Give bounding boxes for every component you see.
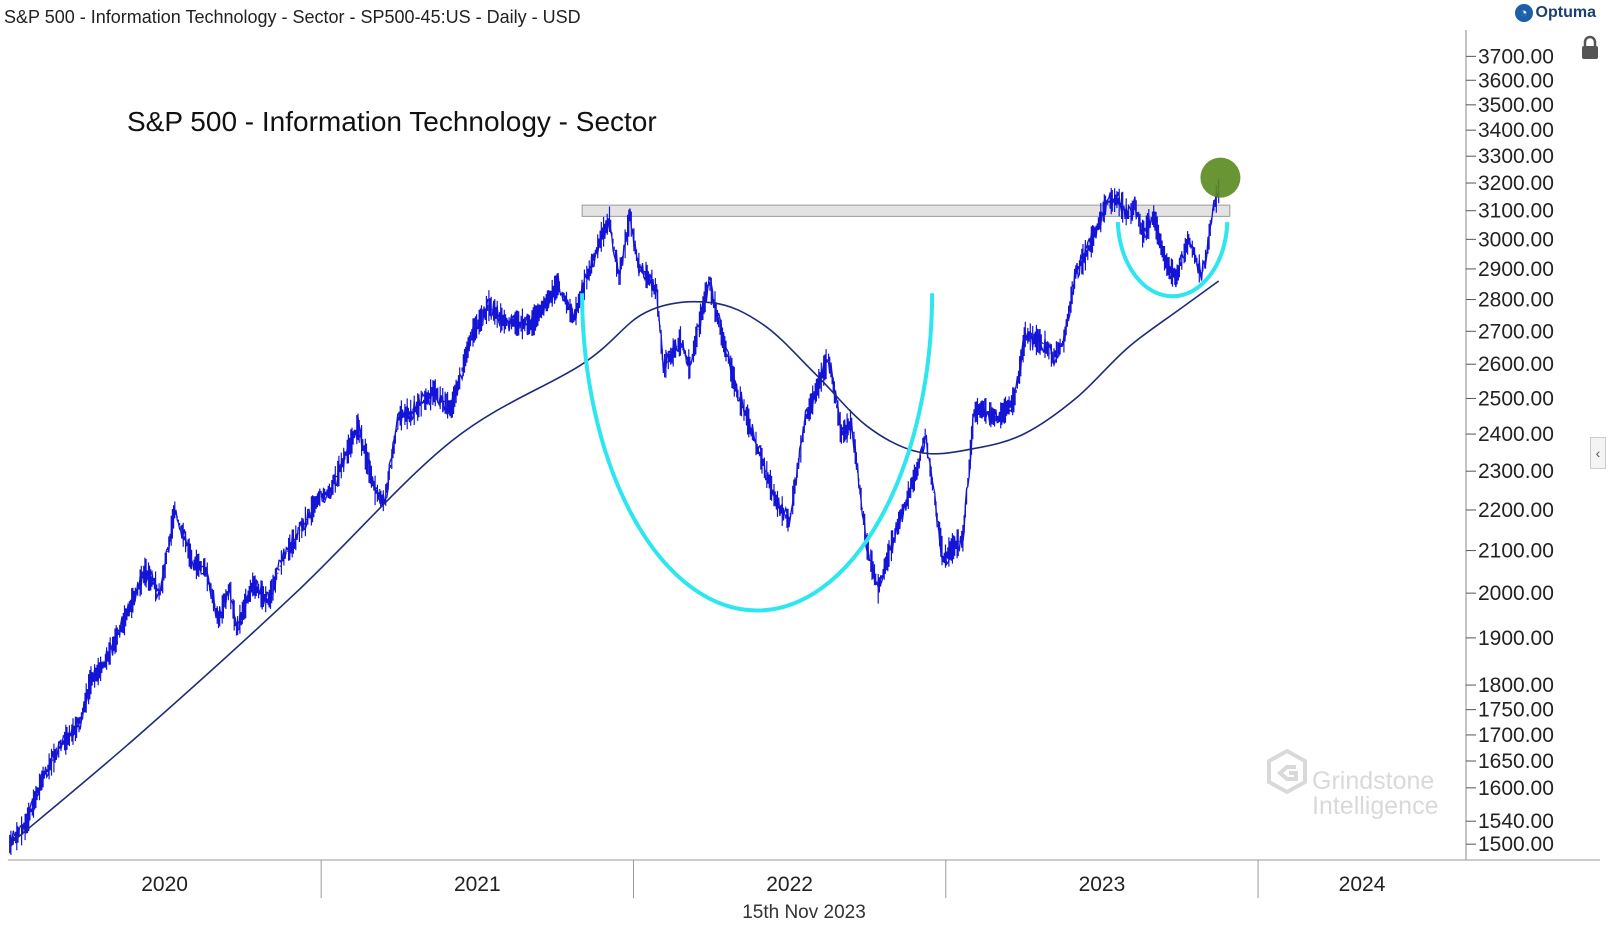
y-tick-label: 2600.00 <box>1478 353 1554 376</box>
y-tick-label: 2000.00 <box>1478 582 1554 605</box>
y-tick-label: 3300.00 <box>1478 145 1554 168</box>
y-tick-label: 3100.00 <box>1478 200 1554 223</box>
y-tick-label: 3000.00 <box>1478 228 1554 251</box>
x-axis: 2020 2021 2022 2023 2024 <box>141 860 1386 898</box>
watermark: Grindstone Intelligence <box>1267 748 1438 820</box>
x-year-label: 2021 <box>454 873 501 896</box>
x-year-label: 2022 <box>766 873 813 896</box>
y-tick-label: 3600.00 <box>1478 69 1554 92</box>
y-tick-label: 1750.00 <box>1478 699 1554 722</box>
y-tick-label: 1800.00 <box>1478 674 1554 697</box>
y-tick-label: 3700.00 <box>1478 45 1554 68</box>
y-tick-label: 2500.00 <box>1478 387 1554 410</box>
y-tick-label: 1500.00 <box>1478 833 1554 856</box>
y-tick-label: 2100.00 <box>1478 540 1554 563</box>
y-tick-label: 2200.00 <box>1478 499 1554 522</box>
brand-name: Optuma <box>1535 4 1596 21</box>
grindstone-logo-icon <box>1267 748 1307 795</box>
y-tick-label: 2300.00 <box>1478 460 1554 483</box>
x-year-label: 2020 <box>141 873 188 896</box>
watermark-line2: Intelligence <box>1312 792 1438 820</box>
lock-icon[interactable] <box>1579 35 1601 61</box>
chart-header-title: S&P 500 - Information Technology - Secto… <box>4 7 581 27</box>
y-tick-label: 2700.00 <box>1478 320 1554 343</box>
price-series-line <box>9 191 1220 847</box>
chevron-left-icon[interactable]: ‹ <box>1590 437 1606 469</box>
cup-arc <box>580 293 935 613</box>
resistance-band <box>581 204 1231 217</box>
chart-date: 15th Nov 2023 <box>742 902 866 923</box>
optuma-logo-icon: ◔ <box>1514 4 1533 22</box>
y-tick-label: 3200.00 <box>1478 172 1554 195</box>
handle-arc <box>1115 222 1230 299</box>
y-tick-label: 2800.00 <box>1478 289 1554 312</box>
y-tick-label: 1650.00 <box>1478 750 1554 773</box>
x-year-label: 2024 <box>1339 873 1386 896</box>
y-tick-label: 1600.00 <box>1478 777 1554 800</box>
y-tick-label: 2400.00 <box>1478 423 1554 446</box>
watermark-line1: Grindstone <box>1312 767 1434 795</box>
x-year-label: 2023 <box>1079 873 1126 896</box>
y-tick-label: 1540.00 <box>1478 810 1554 833</box>
y-tick-label: 2900.00 <box>1478 258 1554 281</box>
brand-logo: ◔ Optuma <box>1514 4 1596 22</box>
y-tick-label: 3500.00 <box>1478 94 1554 117</box>
y-tick-label: 1700.00 <box>1478 724 1554 747</box>
y-tick-label: 1900.00 <box>1478 627 1554 650</box>
y-tick-label: 3400.00 <box>1478 119 1554 142</box>
breakout-marker <box>1200 157 1241 198</box>
plot-area <box>8 30 1466 870</box>
price-chart[interactable]: Grindstone Intelligence S&P 500 - Inform… <box>0 0 1608 900</box>
chart-title: S&P 500 - Information Technology - Secto… <box>127 106 657 137</box>
moving-average-line <box>9 280 1220 845</box>
